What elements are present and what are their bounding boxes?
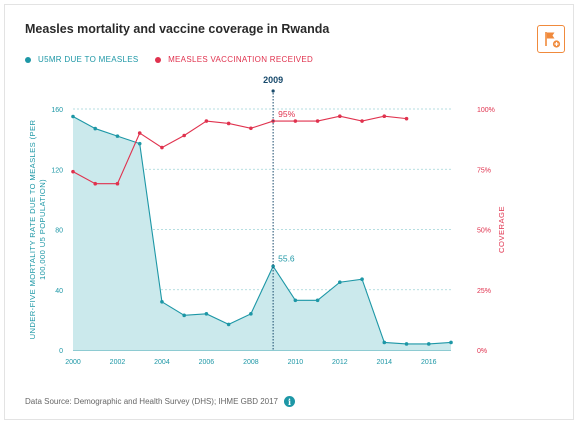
x-tick-label: 2012: [332, 359, 348, 366]
u5mr-point[interactable]: [249, 312, 253, 316]
u5mr-point[interactable]: [360, 277, 364, 282]
y-tick-right: 50%: [477, 228, 491, 235]
legend-item-u5mr[interactable]: U5MR DUE TO MEASLES: [25, 55, 139, 64]
vaccination-point[interactable]: [115, 181, 120, 186]
vaccination-point[interactable]: [182, 133, 186, 138]
u5mr-point[interactable]: [204, 312, 209, 316]
y-axis-title-left: UNDER-FIVE MORTALITY RATE DUE TO MEASLES…: [28, 120, 37, 340]
x-tick-label: 2004: [154, 359, 170, 366]
chart-title: Measles mortality and vaccine coverage i…: [25, 22, 330, 36]
hover-coverage-label: 95%: [278, 109, 295, 119]
y-axis-title-right: COVERAGE: [497, 206, 506, 253]
vaccination-point[interactable]: [338, 114, 342, 119]
vaccination-point[interactable]: [360, 119, 364, 123]
u5mr-point[interactable]: [293, 298, 298, 303]
u5mr-point[interactable]: [449, 340, 453, 345]
legend-label-u5mr: U5MR DUE TO MEASLES: [38, 55, 139, 64]
y-tick-left: 0: [59, 348, 63, 355]
vaccination-point[interactable]: [382, 114, 387, 119]
vaccination-point[interactable]: [293, 119, 298, 123]
data-source-text: Data Source: Demographic and Health Surv…: [25, 397, 278, 406]
x-tick-label: 2014: [377, 359, 393, 366]
x-tick-label: 2006: [199, 359, 215, 366]
x-tick-label: 2010: [288, 359, 304, 366]
legend-dot-vaccination: [155, 56, 162, 63]
u5mr-point[interactable]: [71, 114, 75, 119]
flag-icon: [545, 32, 561, 48]
vaccination-point[interactable]: [315, 119, 320, 123]
u5mr-point[interactable]: [382, 340, 387, 345]
chart-card: Measles mortality and vaccine coverage i…: [4, 4, 574, 420]
chart-plot: 0 0% 40 25% 80 50% 120 75% 160 100% 2000 2002 2004 20…: [28, 75, 506, 366]
u5mr-point[interactable]: [271, 264, 275, 269]
info-icon[interactable]: i: [284, 396, 295, 407]
y-axis-title-left: 100,000 U5 POPULATION): [38, 179, 47, 280]
u5mr-point[interactable]: [160, 300, 164, 304]
y-tick-right: 100%: [477, 107, 495, 114]
x-tick-label: 2002: [110, 359, 126, 366]
vaccination-point[interactable]: [249, 126, 253, 131]
x-tick-label: 2000: [65, 359, 81, 366]
chart-legend: U5MR DUE TO MEASLES MEASLES VACCINATION …: [25, 55, 327, 65]
u5mr-area: [73, 116, 451, 350]
hover-u5mr-label: 55.6: [278, 253, 295, 263]
vaccination-line: [72, 115, 407, 185]
hover-year-label: 2009: [263, 75, 283, 85]
u5mr-point[interactable]: [315, 298, 320, 303]
vaccination-point[interactable]: [204, 119, 209, 123]
u5mr-point[interactable]: [404, 342, 409, 346]
y-tick-right: 75%: [477, 167, 491, 174]
data-source: Data Source: Demographic and Health Surv…: [25, 396, 295, 407]
y-tick-left: 40: [55, 288, 63, 295]
legend-item-vaccination[interactable]: MEASLES VACCINATION RECEIVED: [155, 55, 313, 64]
vaccination-point[interactable]: [226, 121, 231, 126]
vaccination-point[interactable]: [137, 131, 142, 135]
vaccination-point[interactable]: [71, 169, 75, 174]
u5mr-point[interactable]: [93, 126, 98, 131]
vaccination-point[interactable]: [93, 181, 98, 186]
y-tick-left: 160: [51, 107, 63, 114]
y-tick-left: 80: [55, 228, 63, 235]
flag-button[interactable]: [537, 25, 565, 53]
u5mr-point[interactable]: [426, 342, 431, 346]
u5mr-point[interactable]: [226, 322, 231, 327]
u5mr-point[interactable]: [338, 280, 342, 285]
legend-label-vaccination: MEASLES VACCINATION RECEIVED: [168, 55, 314, 64]
y-tick-right: 0%: [477, 348, 487, 355]
y-tick-left: 120: [51, 167, 63, 174]
vaccination-point[interactable]: [160, 145, 164, 150]
u5mr-point[interactable]: [137, 141, 142, 146]
u5mr-point[interactable]: [182, 313, 186, 318]
x-tick-label: 2016: [421, 359, 437, 366]
legend-dot-u5mr: [25, 56, 31, 63]
vaccination-point[interactable]: [404, 116, 409, 121]
y-tick-right: 25%: [477, 288, 491, 295]
u5mr-point[interactable]: [115, 134, 120, 138]
hover-guide-top-dot: [271, 89, 275, 93]
x-tick-label: 2008: [243, 359, 259, 366]
